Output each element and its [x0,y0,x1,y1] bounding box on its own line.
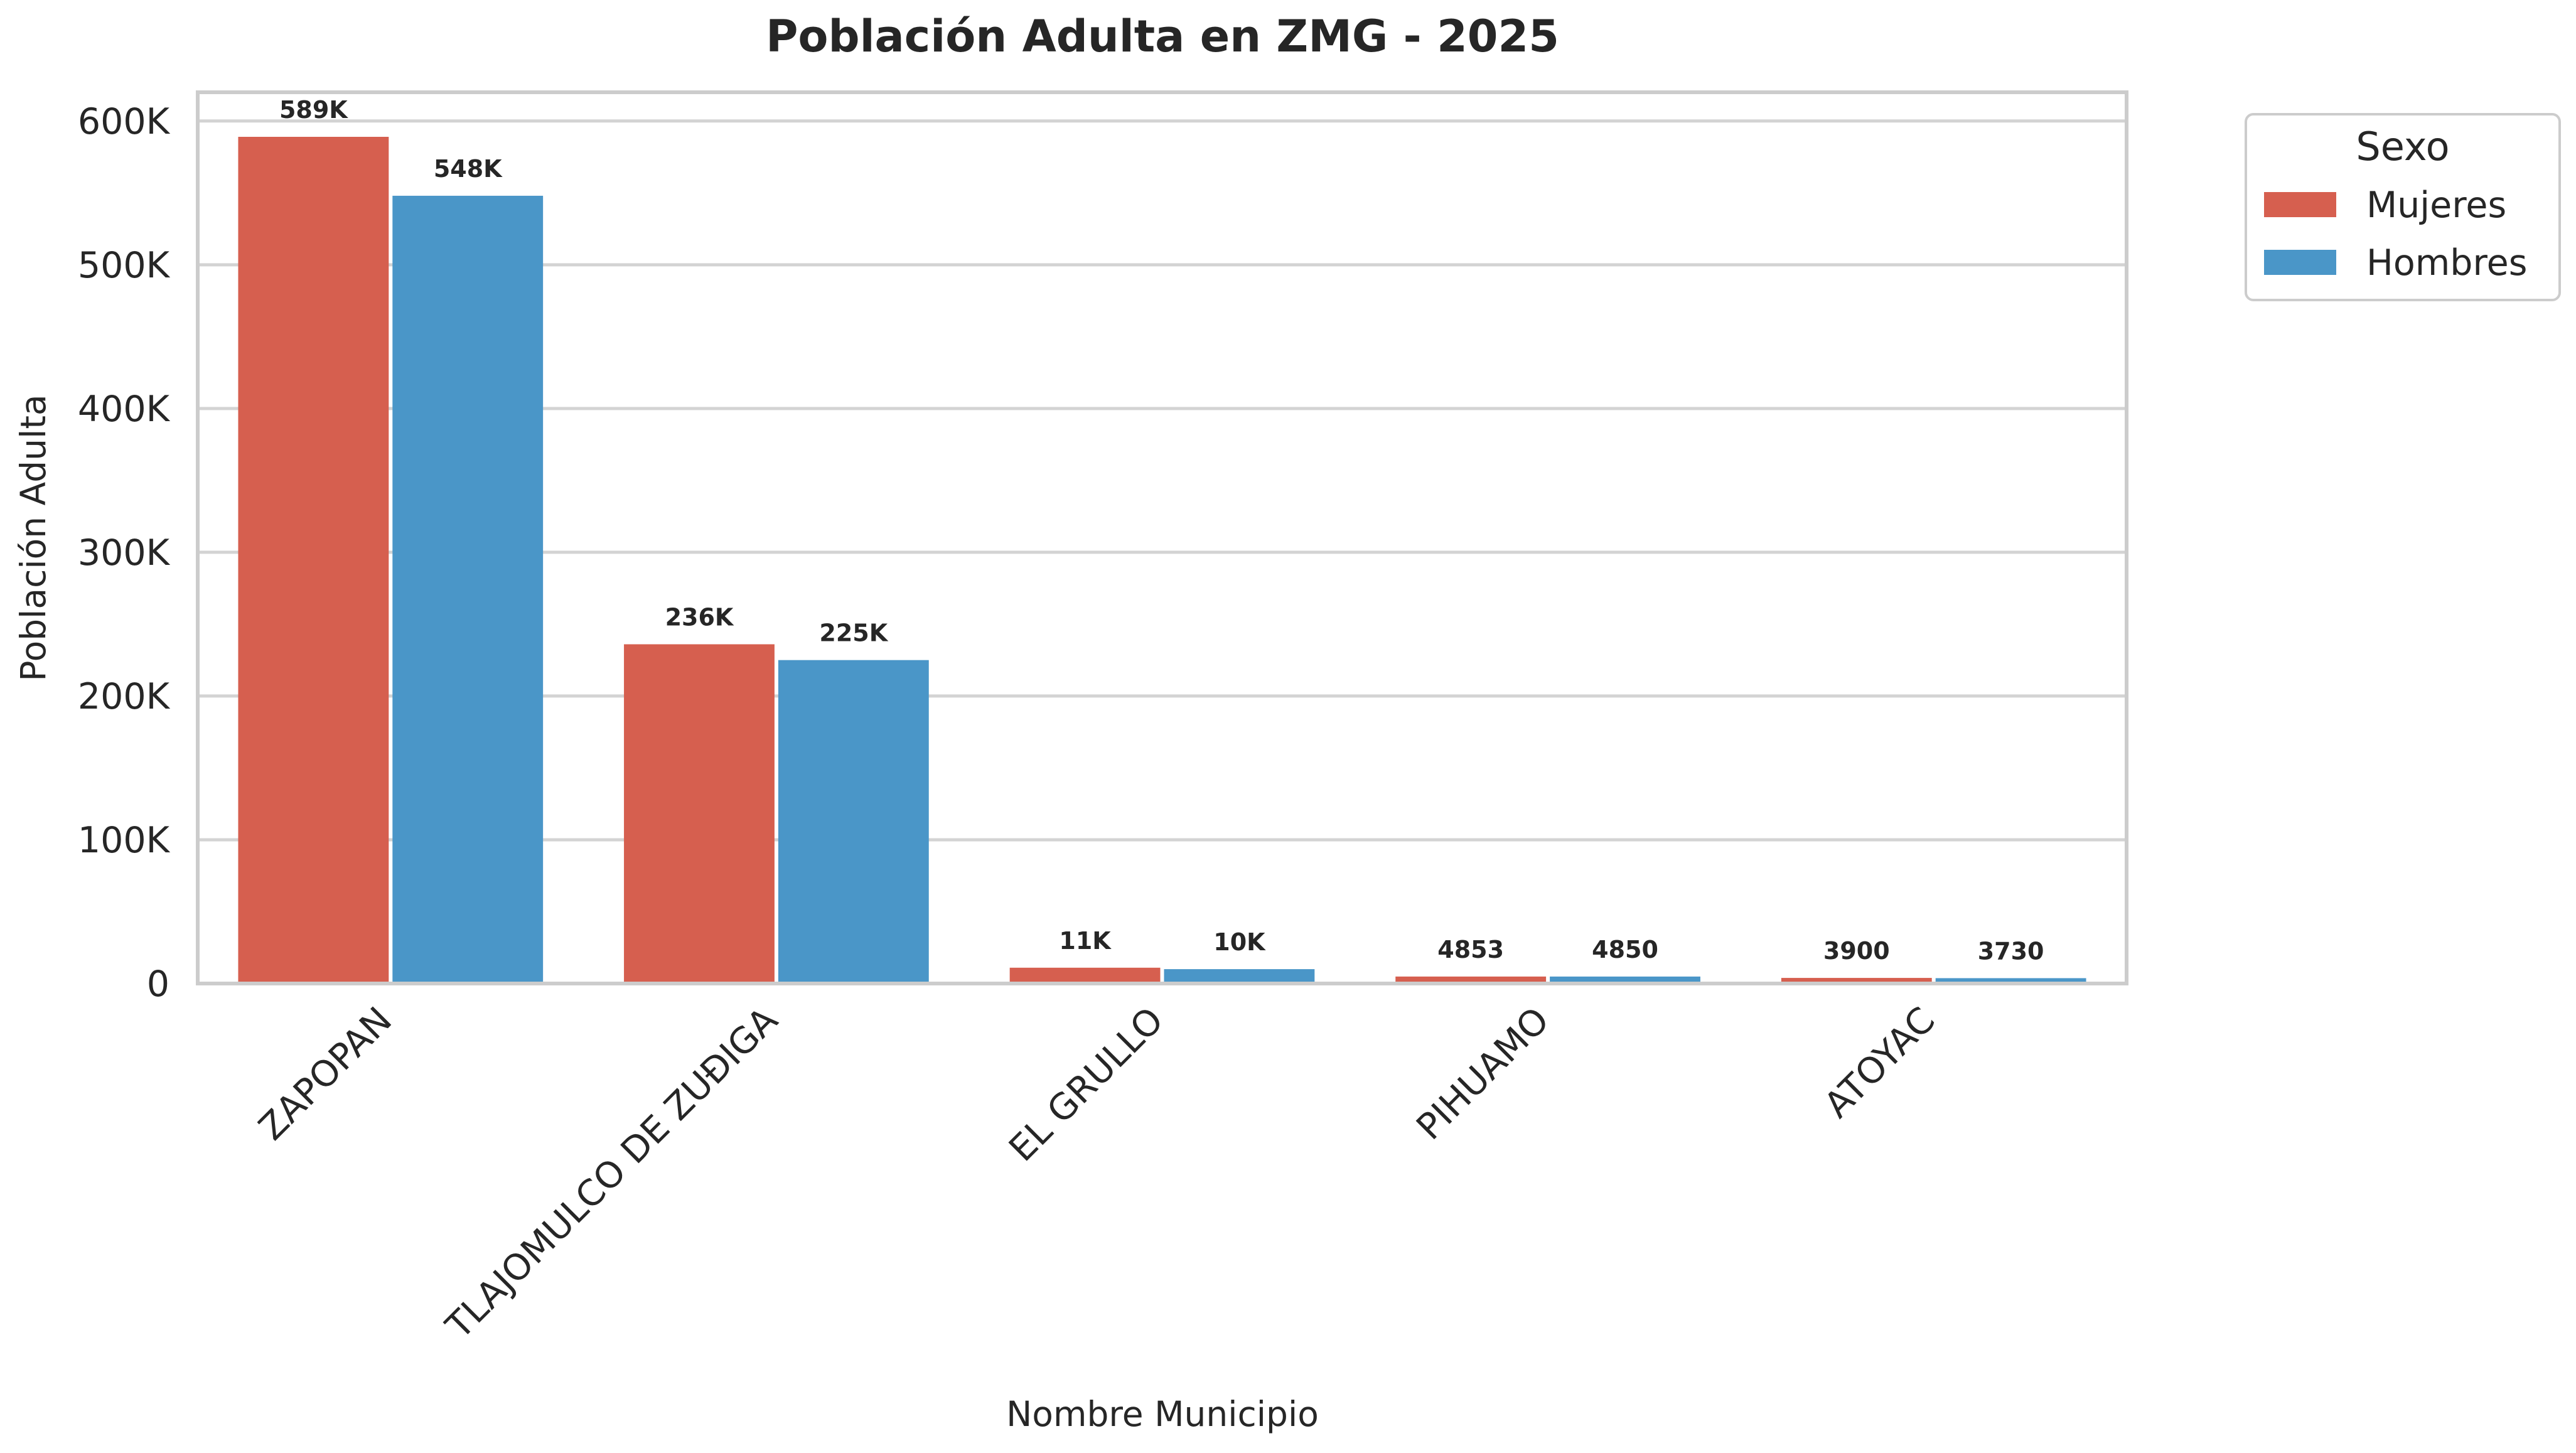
bar-mujeres-3 [1395,976,1547,984]
legend: Sexo Mujeres Hombres [2245,113,2561,301]
y-axis-ticks: 0 100K 200K 300K 400K 500K 600K [78,101,171,1005]
bar-hombres-3 [1550,976,1700,984]
legend-swatch-mujeres [2264,192,2336,217]
y-tick-label: 0 [147,963,169,1005]
chart-title: Población Adulta en ZMG - 2025 [766,11,1559,62]
data-label: 225K [819,619,888,647]
legend-label: Mujeres [2366,185,2506,226]
bar-mujeres-2 [1009,967,1161,984]
legend-label: Hombres [2366,242,2527,284]
y-axis-label: Población Adulta [13,394,53,681]
y-tick-label: 600K [78,101,171,142]
bar-hombres-4 [1935,978,2086,984]
data-labels: 589K 548K 236K 225K 11K 10K 4853 4850 3900 3730 [279,96,2044,965]
legend-items: Mujeres Hombres [2264,185,2527,284]
y-tick-label: 500K [78,245,171,286]
data-label: 4853 [1437,936,1504,963]
data-label: 3900 [1823,937,1890,965]
bar-mujeres-0 [238,137,389,984]
bar-hombres-1 [778,660,929,984]
y-tick-label: 300K [78,532,171,574]
data-label: 3730 [1978,937,2044,965]
bar-mujeres-4 [1781,978,1932,984]
y-tick-label: 100K [78,820,171,861]
y-tick-label: 400K [78,389,171,430]
bar-hombres-2 [1164,969,1315,984]
legend-swatch-hombres [2264,250,2336,275]
x-axis-label: Nombre Municipio [1006,1394,1319,1434]
data-label: 4850 [1592,936,1658,963]
data-label: 548K [434,155,503,183]
plot-frame [196,90,2128,985]
bar-hombres-0 [392,195,544,984]
bar-mujeres-1 [624,644,775,984]
data-label: 589K [279,96,348,124]
bars [238,137,2086,984]
data-label: 10K [1213,928,1266,956]
data-label: 236K [665,603,734,631]
data-label: 11K [1059,927,1112,955]
legend-title: Sexo [2356,124,2449,169]
y-tick-label: 200K [78,676,171,717]
